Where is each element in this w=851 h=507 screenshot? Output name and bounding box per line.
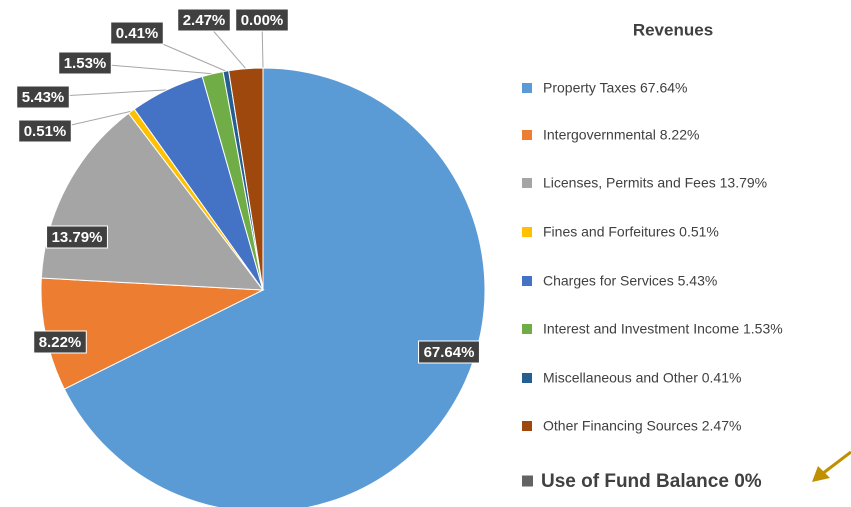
data-label-box xyxy=(18,119,72,143)
callout-arrow xyxy=(812,450,851,482)
data-label-box xyxy=(110,21,164,45)
data-label: 13.79% xyxy=(46,225,108,249)
data-label-text: 8.22% xyxy=(39,334,82,351)
data-label: 67.64% xyxy=(418,340,480,364)
data-label-box xyxy=(46,225,108,249)
data-label-box xyxy=(33,330,87,354)
legend-swatch xyxy=(522,421,532,431)
data-label-text: 0.51% xyxy=(24,123,67,140)
legend-swatch xyxy=(522,373,532,383)
legend-label: Charges for Services 5.43% xyxy=(543,273,717,289)
legend-label: Fines and Forfeitures 0.51% xyxy=(543,224,719,240)
legend-label: Property Taxes 67.64% xyxy=(543,80,688,96)
data-label-text: 0.00% xyxy=(241,12,284,29)
legend-swatch xyxy=(522,324,532,334)
legend-swatch xyxy=(522,130,532,140)
data-label: 5.43% xyxy=(16,85,70,109)
data-label: 1.53% xyxy=(58,51,112,75)
pie-slice xyxy=(63,67,486,507)
data-label: 8.22% xyxy=(33,330,87,354)
legend-title: Revenues xyxy=(633,20,713,39)
data-label: 2.47% xyxy=(177,8,231,32)
data-label-box xyxy=(177,8,231,32)
legend-swatch xyxy=(522,227,532,237)
data-label-box xyxy=(16,85,70,109)
legend-label: Use of Fund Balance 0% xyxy=(541,471,762,492)
data-label-text: 5.43% xyxy=(22,89,65,106)
data-label: 0.51% xyxy=(18,119,72,143)
data-label-text: 2.47% xyxy=(183,12,226,29)
legend-swatch xyxy=(522,178,532,188)
legend-label: Other Financing Sources 2.47% xyxy=(543,418,741,434)
legend-swatch xyxy=(522,475,533,487)
arrow-head xyxy=(812,466,830,482)
legend-swatch xyxy=(522,83,532,93)
legend-label: Interest and Investment Income 1.53% xyxy=(543,321,783,337)
data-label-box xyxy=(418,340,480,364)
data-label: 0.41% xyxy=(110,21,164,45)
legend-label: Intergovernmental 8.22% xyxy=(543,127,699,143)
data-label-text: 1.53% xyxy=(64,55,107,72)
data-label-text: 67.64% xyxy=(424,344,475,361)
data-label-box xyxy=(58,51,112,75)
arrow-shaft xyxy=(821,450,851,476)
data-label-box xyxy=(235,8,289,32)
data-label-text: 0.41% xyxy=(116,25,159,42)
data-label-text: 13.79% xyxy=(52,229,103,246)
data-label: 0.00% xyxy=(235,8,289,32)
legend-swatch xyxy=(522,276,532,286)
legend-label: Licenses, Permits and Fees 13.79% xyxy=(543,175,767,191)
legend-label: Miscellaneous and Other 0.41% xyxy=(543,370,741,386)
